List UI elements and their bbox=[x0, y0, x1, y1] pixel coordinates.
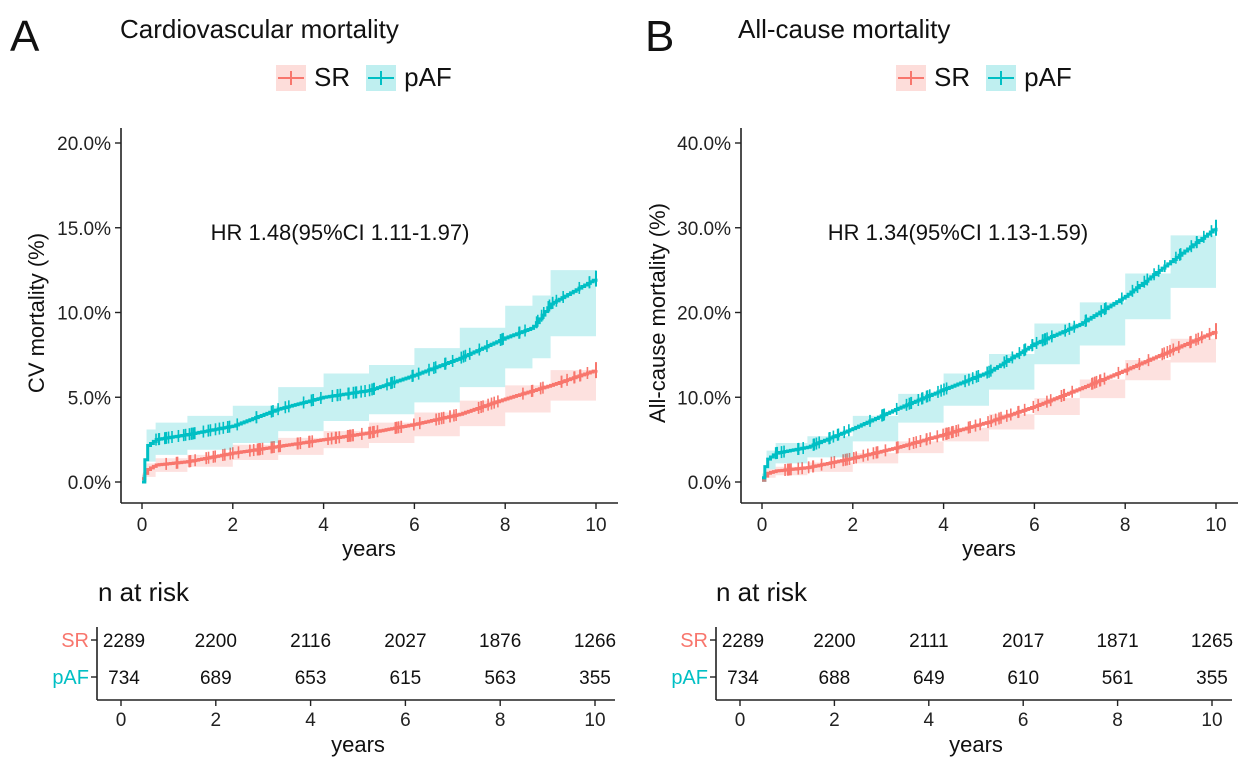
x-tick-label: 2 bbox=[848, 515, 859, 536]
y-axis-title: All-cause mortality (%) bbox=[645, 203, 670, 423]
x-tick-label: 6 bbox=[1029, 515, 1040, 536]
risk-cell: 1265 bbox=[1191, 631, 1233, 652]
risk-row-label-sr: SR bbox=[680, 630, 708, 652]
risk-x-tick-label: 10 bbox=[1201, 710, 1222, 731]
x-tick-label: 10 bbox=[585, 515, 606, 536]
risk-x-tick-label: 0 bbox=[735, 710, 746, 731]
x-tick-label: 2 bbox=[228, 515, 239, 536]
y-tick-label: 30.0% bbox=[677, 219, 731, 240]
panel-a-title: Cardiovascular mortality bbox=[120, 14, 399, 44]
risk-cell: 2017 bbox=[1002, 631, 1044, 652]
x-tick-label: 0 bbox=[137, 515, 148, 536]
x-tick-label: 10 bbox=[1205, 515, 1226, 536]
risk-table-title: n at risk bbox=[716, 577, 808, 607]
risk-row-label-paf: pAF bbox=[671, 667, 708, 689]
x-tick-label: 8 bbox=[500, 515, 511, 536]
panel-a-letter: A bbox=[10, 12, 40, 61]
panel-a-legend: SR pAF bbox=[276, 62, 452, 93]
legend-label-paf: pAF bbox=[1024, 62, 1072, 92]
risk-cell: 355 bbox=[1196, 668, 1228, 689]
risk-cell: 649 bbox=[913, 668, 945, 689]
legend-key-sr bbox=[276, 64, 306, 91]
risk-cell: 653 bbox=[295, 668, 327, 689]
legend-key-paf bbox=[986, 64, 1017, 91]
y-tick-label: 0.0% bbox=[68, 473, 111, 494]
y-tick-label: 5.0% bbox=[68, 388, 111, 409]
x-tick-label: 8 bbox=[1120, 515, 1131, 536]
risk-cell: 734 bbox=[727, 668, 759, 689]
risk-x-axis-title: years bbox=[949, 732, 1003, 757]
legend-label-sr: SR bbox=[934, 62, 971, 92]
x-tick-label: 4 bbox=[318, 515, 329, 536]
risk-cell: 1266 bbox=[574, 631, 616, 652]
risk-x-tick-label: 4 bbox=[305, 710, 316, 731]
ci-band-sr bbox=[762, 316, 1216, 482]
legend-label-paf: pAF bbox=[404, 62, 452, 92]
risk-cell: 561 bbox=[1102, 668, 1134, 689]
risk-cell: 355 bbox=[579, 668, 611, 689]
hr-annotation: HR 1.34(95%CI 1.13-1.59) bbox=[828, 220, 1088, 245]
panel-a-plot: 0.0% 5.0% 10.0% 15.0% 20.0% 0 2 4 6 8 10 years CV mo… bbox=[24, 128, 618, 561]
risk-x-tick-label: 4 bbox=[924, 710, 935, 731]
legend-key-sr bbox=[896, 64, 926, 91]
risk-x-tick-label: 2 bbox=[211, 710, 222, 731]
hr-annotation: HR 1.48(95%CI 1.11-1.97) bbox=[211, 220, 470, 245]
y-tick-label: 40.0% bbox=[677, 134, 731, 155]
risk-cell: 2027 bbox=[384, 631, 426, 652]
risk-cell: 610 bbox=[1007, 668, 1039, 689]
risk-x-tick-label: 2 bbox=[829, 710, 840, 731]
risk-cell: 563 bbox=[484, 668, 516, 689]
x-axis-title: years bbox=[342, 536, 396, 561]
risk-cell: 734 bbox=[108, 668, 140, 689]
y-tick-label: 10.0% bbox=[677, 388, 731, 409]
risk-table-a: n at risk SR 2289 2200 2116 2027 1876 1266 pAF 73… bbox=[52, 577, 616, 757]
panel-b-letter: B bbox=[645, 12, 675, 61]
panel-b-title: All-cause mortality bbox=[738, 14, 951, 44]
risk-x-tick-label: 8 bbox=[1112, 710, 1123, 731]
risk-cell: 2116 bbox=[290, 631, 331, 652]
x-tick-label: 4 bbox=[938, 515, 949, 536]
y-tick-label: 15.0% bbox=[57, 219, 111, 240]
risk-row-label-sr: SR bbox=[61, 630, 89, 652]
x-tick-label: 6 bbox=[409, 515, 420, 536]
y-tick-label: 20.0% bbox=[677, 304, 731, 325]
panel-b-plot: 0.0% 10.0% 20.0% 30.0% 40.0% 0 2 4 6 8 10 years All-… bbox=[645, 128, 1238, 561]
risk-cell: 2200 bbox=[813, 631, 855, 652]
risk-cell: 1876 bbox=[479, 631, 521, 652]
risk-x-axis-title: years bbox=[331, 732, 385, 757]
risk-cell: 2200 bbox=[195, 631, 237, 652]
risk-cell: 2111 bbox=[909, 631, 948, 652]
y-tick-label: 20.0% bbox=[57, 134, 111, 155]
risk-table-b: n at risk SR 2289 2200 2111 2017 1871 1265 pAF 73… bbox=[671, 577, 1233, 757]
risk-cell: 688 bbox=[819, 668, 851, 689]
y-tick-label: 10.0% bbox=[57, 304, 111, 325]
risk-cell: 689 bbox=[200, 668, 232, 689]
x-tick-label: 0 bbox=[757, 515, 768, 536]
x-axis-title: years bbox=[962, 536, 1016, 561]
risk-cell: 2289 bbox=[722, 631, 764, 652]
risk-x-tick-label: 6 bbox=[400, 710, 411, 731]
risk-row-label-paf: pAF bbox=[52, 667, 89, 689]
ci-band-paf bbox=[762, 198, 1216, 482]
risk-table-title: n at risk bbox=[98, 577, 190, 607]
y-tick-label: 0.0% bbox=[688, 473, 731, 494]
risk-cell: 615 bbox=[390, 668, 422, 689]
legend-key-paf bbox=[366, 64, 397, 91]
risk-cell: 2289 bbox=[103, 631, 145, 652]
curve-sr bbox=[762, 330, 1218, 482]
legend-label-sr: SR bbox=[314, 62, 351, 92]
risk-cell: 1871 bbox=[1096, 631, 1138, 652]
risk-x-tick-label: 10 bbox=[584, 710, 605, 731]
y-axis-title: CV mortality (%) bbox=[24, 233, 49, 393]
risk-x-tick-label: 0 bbox=[116, 710, 127, 731]
panel-b-legend: SR pAF bbox=[896, 62, 1072, 93]
risk-x-tick-label: 6 bbox=[1018, 710, 1029, 731]
risk-x-tick-label: 8 bbox=[495, 710, 506, 731]
